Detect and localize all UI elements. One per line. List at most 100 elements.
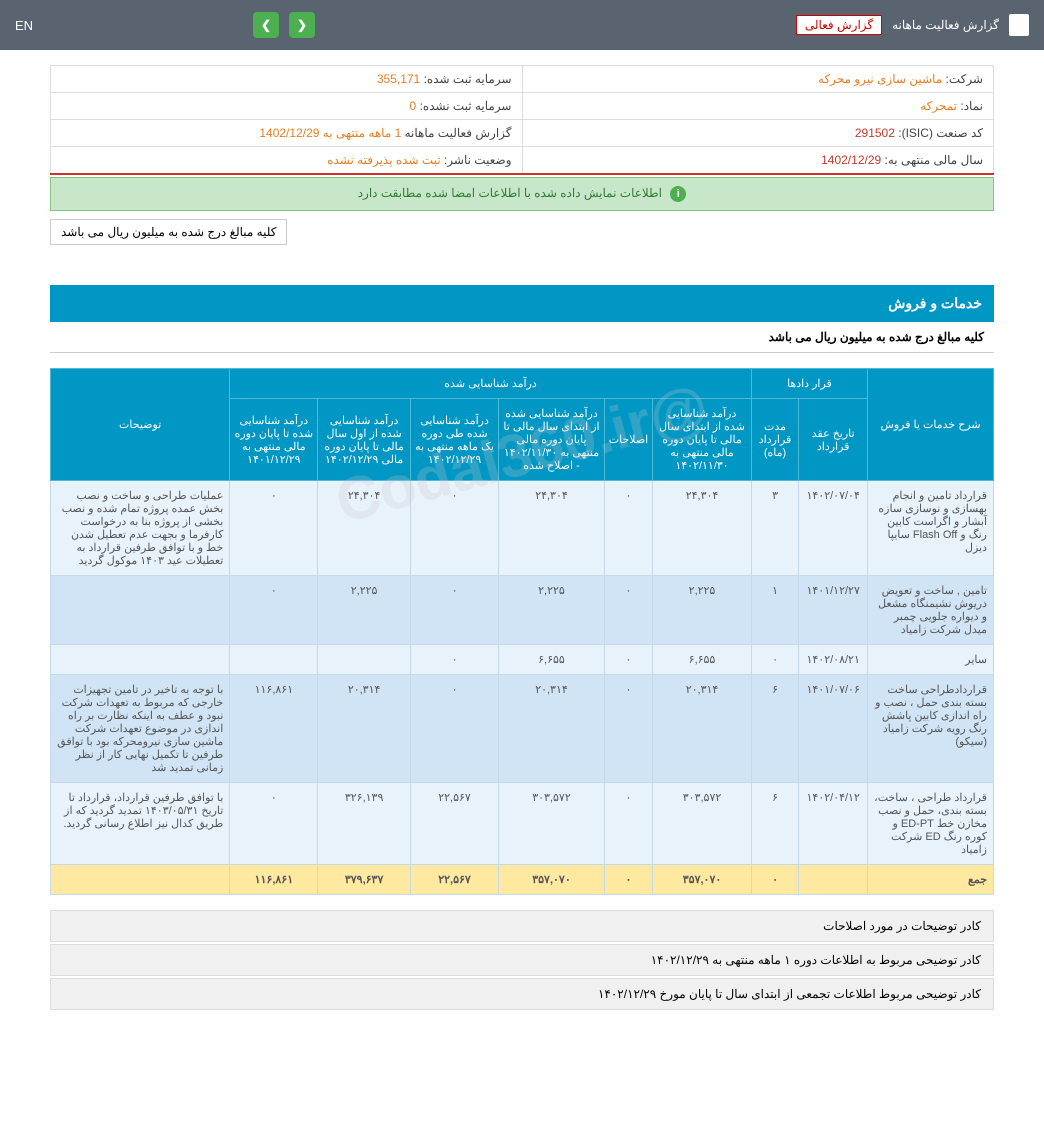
cell-c1: ۶,۶۵۵ — [653, 645, 752, 675]
section-subtitle: کلیه مبالغ درج شده به میلیون ریال می باش… — [50, 322, 994, 353]
capital-unreg-label: سرمایه ثبت نشده: — [420, 99, 512, 113]
cell-c2: ۲۴,۳۰۴ — [499, 481, 605, 576]
report-date: 1402/12/29 — [259, 126, 319, 140]
cell-corr: ۰ — [604, 645, 652, 675]
page-title: گزارش فعالیت ماهانه — [892, 18, 999, 32]
status-value: ثبت شده پذیرفته نشده — [327, 153, 440, 167]
cell-total-dur: ۰ — [751, 865, 798, 895]
cell-total-label: جمع — [868, 865, 994, 895]
cell-desc: تامین , ساخت و تعویض دریوش نشیمنگاه مشعل… — [868, 576, 994, 645]
cell-c1: ۳۰۳,۵۷۲ — [653, 783, 752, 865]
language-toggle[interactable]: EN — [15, 18, 33, 33]
table-row: قرارداد طراحی ، ساخت، بسته بندی، حمل و ن… — [51, 783, 994, 865]
capital-reg-label: سرمایه ثبت شده: — [424, 72, 512, 86]
footer-corrections: کادر توضیحات در مورد اصلاحات — [50, 910, 994, 942]
cell-c5 — [230, 645, 318, 675]
th-income1: درآمد شناسایی شده از ابتدای سال مالی تا … — [653, 399, 752, 481]
cell-c3: ۰ — [410, 645, 498, 675]
cell-note — [51, 576, 230, 645]
cell-c1: ۲۴,۳۰۴ — [653, 481, 752, 576]
cell-total-c1: ۳۵۷,۰۷۰ — [653, 865, 752, 895]
cell-dur: ۶ — [751, 675, 798, 783]
th-income4: درآمد شناسایی شده از اول سال مالی تا پای… — [318, 399, 410, 481]
cell-dur: ۱ — [751, 576, 798, 645]
cell-corr: ۰ — [604, 783, 652, 865]
th-desc: شرح خدمات یا فروش — [868, 369, 994, 481]
cell-date: ۱۴۰۲/۰۷/۰۴ — [799, 481, 868, 576]
th-income2: درآمد شناسایی شده از ابتدای سال مالی تا … — [499, 399, 605, 481]
cell-date: ۱۴۰۲/۰۴/۱۲ — [799, 783, 868, 865]
th-income-rec: درآمد شناسایی شده — [230, 369, 751, 399]
cell-c2: ۳۰۳,۵۷۲ — [499, 783, 605, 865]
cell-corr: ۰ — [604, 481, 652, 576]
th-corrections: اصلاحات — [604, 399, 652, 481]
cell-c5: ۰ — [230, 576, 318, 645]
cell-total-c5: ۱۱۶,۸۶۱ — [230, 865, 318, 895]
cell-total-c4: ۳۷۹,۶۳۷ — [318, 865, 410, 895]
nav-prev-button[interactable]: ❯ — [253, 12, 279, 38]
isic-label: کد صنعت (ISIC): — [898, 126, 983, 140]
table-row: تامین , ساخت و تعویض دریوش نشیمنگاه مشعل… — [51, 576, 994, 645]
cell-c4: ۲۴,۳۰۴ — [318, 481, 410, 576]
table-row: قرارداد تامین و انجام بهسازی و نوسازی سا… — [51, 481, 994, 576]
cell-desc: سایر — [868, 645, 994, 675]
symbol-value: تمحرکه — [920, 99, 957, 113]
info-icon: i — [670, 186, 686, 202]
table-row: قراردادطراحی ساخت بسته بندی حمل ، نصب و … — [51, 675, 994, 783]
cell-c2: ۶,۶۵۵ — [499, 645, 605, 675]
isic-value: 291502 — [855, 126, 895, 140]
cell-note: با توجه به تاخیر در تامین تجهیزات خارجی … — [51, 675, 230, 783]
cell-c5: ۱۱۶,۸۶۱ — [230, 675, 318, 783]
services-table: شرح خدمات یا فروش قرار دادها درآمد شناسا… — [50, 368, 994, 895]
cell-c4: ۳۲۶,۱۳۹ — [318, 783, 410, 865]
cell-total-c2: ۳۵۷,۰۷۰ — [499, 865, 605, 895]
cell-dur: ۰ — [751, 645, 798, 675]
th-contract-dur: مدت قرارداد (ماه) — [751, 399, 798, 481]
footer-cumulative: کادر توضیحی مربوط اطلاعات تجمعی از ابتدا… — [50, 978, 994, 1010]
cell-c5: ۰ — [230, 783, 318, 865]
table-row-total: جمع ۰ ۳۵۷,۰۷۰ ۰ ۳۵۷,۰۷۰ ۲۲,۵۶۷ ۳۷۹,۶۳۷ ۱… — [51, 865, 994, 895]
cell-corr: ۰ — [604, 576, 652, 645]
cell-c4: ۲۰,۳۱۴ — [318, 675, 410, 783]
fiscal-label: سال مالی منتهی به: — [885, 153, 983, 167]
th-contract-date: تاریخ عقد قرارداد — [799, 399, 868, 481]
cell-c3: ۰ — [410, 481, 498, 576]
cell-date: ۱۴۰۲/۰۸/۲۱ — [799, 645, 868, 675]
cell-total-c3: ۲۲,۵۶۷ — [410, 865, 498, 895]
th-income3: درآمد شناسایی شده طی دوره یک ماهه منتهی … — [410, 399, 498, 481]
cell-c5: ۰ — [230, 481, 318, 576]
th-income5: درآمد شناسایی شده تا پایان دوره مالی منت… — [230, 399, 318, 481]
cell-c1: ۲۰,۳۱۴ — [653, 675, 752, 783]
cell-c4: ۲,۲۲۵ — [318, 576, 410, 645]
document-icon — [1009, 14, 1029, 36]
status-label: وضعیت ناشر: — [444, 153, 512, 167]
cell-c3: ۲۲,۵۶۷ — [410, 783, 498, 865]
cell-note: عملیات طراحی و ساخت و نصب بخش عمده پروژه… — [51, 481, 230, 576]
fiscal-value: 1402/12/29 — [821, 153, 881, 167]
capital-reg-value: 355,171 — [377, 72, 420, 86]
section-title: خدمات و فروش — [50, 285, 994, 322]
currency-note: کلیه مبالغ درج شده به میلیون ریال می باش… — [50, 219, 287, 245]
cell-dur: ۳ — [751, 481, 798, 576]
company-info-table: شرکت: ماشین سازی نیرو محرکه سرمایه ثبت ش… — [50, 65, 994, 175]
nav-next-button[interactable]: ❮ — [289, 12, 315, 38]
verification-banner: i اطلاعات نمایش داده شده با اطلاعات امضا… — [50, 177, 994, 211]
symbol-label: نماد: — [960, 99, 983, 113]
cell-c4 — [318, 645, 410, 675]
capital-unreg-value: 0 — [410, 99, 417, 113]
cell-dur: ۶ — [751, 783, 798, 865]
cell-c2: ۲,۲۲۵ — [499, 576, 605, 645]
cell-note — [51, 645, 230, 675]
cell-total-corr: ۰ — [604, 865, 652, 895]
th-contracts: قرار دادها — [751, 369, 867, 399]
banner-text: اطلاعات نمایش داده شده با اطلاعات امضا ش… — [358, 186, 662, 200]
table-row: سایر ۱۴۰۲/۰۸/۲۱ ۰ ۶,۶۵۵ ۰ ۶,۶۵۵ ۰ — [51, 645, 994, 675]
cell-date: ۱۴۰۱/۰۷/۰۶ — [799, 675, 868, 783]
cell-desc: قرارداد طراحی ، ساخت، بسته بندی، حمل و ن… — [868, 783, 994, 865]
company-label: شرکت: — [945, 72, 983, 86]
cell-corr: ۰ — [604, 675, 652, 783]
cell-desc: قراردادطراحی ساخت بسته بندی حمل ، نصب و … — [868, 675, 994, 783]
company-value: ماشین سازی نیرو محرکه — [818, 72, 942, 86]
report-dropdown[interactable]: گزارش فعالی — [796, 15, 882, 35]
th-notes: توضیحات — [51, 369, 230, 481]
